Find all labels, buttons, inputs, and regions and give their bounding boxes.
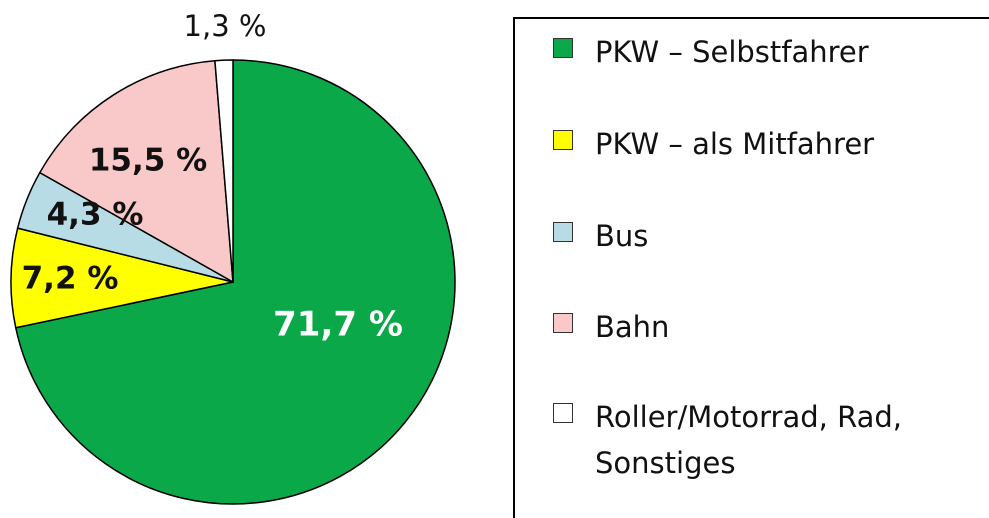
legend: PKW – Selbstfahrer PKW – als Mitfahrer Bus… — [513, 17, 989, 518]
legend-item: Bahn — [553, 304, 975, 350]
legend-item: Bus — [553, 213, 975, 259]
legend-swatch — [553, 222, 573, 242]
legend-swatch — [553, 130, 573, 150]
pie-slice — [38, 59, 234, 284]
pie-slice — [10, 227, 234, 329]
legend-label: Roller/Motorrad, Rad, Sonstiges — [595, 400, 902, 480]
legend-label: PKW – Selbstfahrer — [595, 35, 869, 69]
legend-swatch — [553, 38, 573, 58]
legend-label: Bahn — [595, 310, 670, 344]
data-label: 4,3 % — [47, 197, 144, 233]
legend-swatch — [553, 313, 573, 333]
data-label: 7,2 % — [22, 261, 119, 297]
legend-item: PKW – als Mitfahrer — [553, 121, 975, 167]
pie-slice — [214, 59, 234, 283]
legend-label: Bus — [595, 219, 649, 253]
legend-item: PKW – Selbstfahrer — [553, 29, 975, 75]
pie-slice — [14, 59, 456, 505]
legend-item: Roller/Motorrad, Rad, Sonstiges — [553, 394, 975, 486]
legend-label: PKW – als Mitfahrer — [595, 127, 875, 161]
data-label: 15,5 % — [89, 143, 207, 179]
legend-swatch — [553, 403, 573, 423]
data-label: 71,7 % — [273, 305, 403, 345]
data-label: 1,3 % — [184, 9, 267, 43]
